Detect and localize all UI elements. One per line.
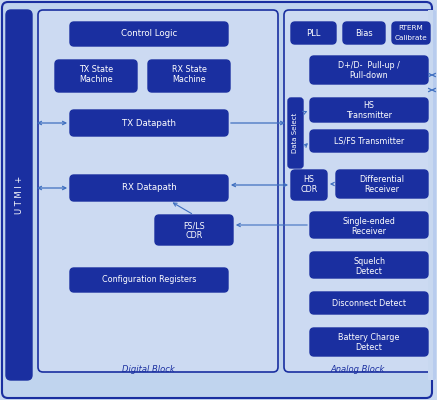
FancyBboxPatch shape [291,170,327,200]
Text: Bias: Bias [355,28,373,38]
Text: PLL: PLL [306,28,320,38]
Text: Disconnect Detect: Disconnect Detect [332,298,406,308]
Text: Battery Charge: Battery Charge [338,332,400,342]
Text: Detect: Detect [356,342,382,352]
Text: Configuration Registers: Configuration Registers [102,276,196,284]
Text: Receiver: Receiver [364,186,399,194]
Text: Machine: Machine [79,76,113,84]
Text: D+/D-  Pull-up /: D+/D- Pull-up / [338,60,400,70]
FancyBboxPatch shape [336,170,428,198]
Text: CDR: CDR [300,186,318,194]
FancyBboxPatch shape [291,22,336,44]
Text: FS/LS: FS/LS [183,222,205,230]
Text: HS: HS [364,100,375,110]
FancyBboxPatch shape [310,292,428,314]
Text: D+: D+ [436,70,437,80]
Text: HS: HS [304,176,315,184]
Text: Detect: Detect [356,266,382,276]
FancyBboxPatch shape [431,10,436,380]
FancyBboxPatch shape [310,130,428,152]
FancyBboxPatch shape [310,56,428,84]
Text: TX Datapath: TX Datapath [122,118,176,128]
FancyBboxPatch shape [70,268,228,292]
FancyBboxPatch shape [310,98,428,122]
Text: Pull-down: Pull-down [350,70,388,80]
Text: Transmitter: Transmitter [346,110,392,120]
FancyBboxPatch shape [428,10,433,380]
FancyBboxPatch shape [70,110,228,136]
FancyBboxPatch shape [343,22,385,44]
Text: LS/FS Transmitter: LS/FS Transmitter [334,136,404,146]
Text: RX State: RX State [172,66,206,74]
FancyBboxPatch shape [70,175,228,201]
FancyBboxPatch shape [288,98,303,168]
Text: Calibrate: Calibrate [395,35,427,41]
FancyBboxPatch shape [38,10,278,372]
Text: RTERM: RTERM [399,25,423,31]
Text: CDR: CDR [185,232,203,240]
Text: TX State: TX State [79,66,113,74]
FancyBboxPatch shape [6,10,32,380]
FancyBboxPatch shape [284,10,434,372]
FancyBboxPatch shape [310,328,428,356]
FancyBboxPatch shape [155,215,233,245]
FancyBboxPatch shape [55,60,137,92]
Text: Receiver: Receiver [351,226,386,236]
Text: U T M I +: U T M I + [14,176,24,214]
Text: Machine: Machine [172,76,206,84]
FancyBboxPatch shape [2,2,432,398]
FancyBboxPatch shape [392,22,430,44]
Text: Analog Block: Analog Block [331,366,385,374]
Text: RX Datapath: RX Datapath [121,184,177,192]
FancyBboxPatch shape [148,60,230,92]
Text: Differential: Differential [360,176,405,184]
FancyBboxPatch shape [310,252,428,278]
Text: D-: D- [436,86,437,94]
Text: Digital Block: Digital Block [121,366,174,374]
Text: Single-ended: Single-ended [343,216,395,226]
FancyBboxPatch shape [70,22,228,46]
Text: Data Select: Data Select [292,113,298,153]
Text: Squelch: Squelch [353,256,385,266]
Text: Control Logic: Control Logic [121,30,177,38]
FancyBboxPatch shape [310,212,428,238]
